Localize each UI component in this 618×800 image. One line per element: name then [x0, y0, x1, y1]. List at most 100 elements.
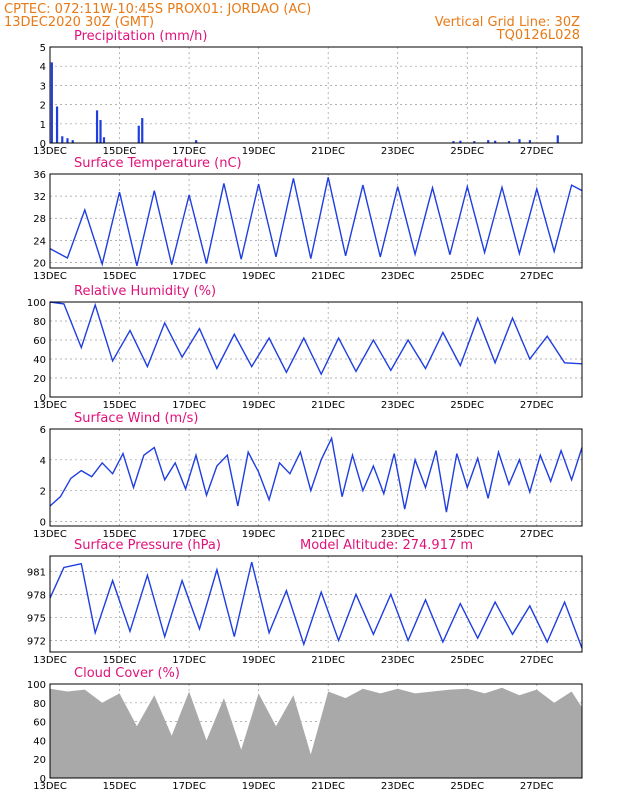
y-tick-label: 5 — [40, 43, 46, 54]
header-model-code: TQ0126L028 — [496, 28, 580, 43]
panel-title: Surface Pressure (hPa) — [74, 538, 221, 553]
panel-4: Surface Wind (m/s) 13DEC 15DEC 17DEC 19DEC 21… — [33, 411, 583, 540]
precip-bar — [452, 141, 455, 143]
y-tick-label: 1 — [40, 120, 46, 131]
x-tick-label: 17DEC — [172, 146, 206, 157]
y-tick-label: 3 — [40, 81, 46, 92]
x-tick-label: 15DEC — [103, 146, 137, 157]
x-tick-label: 17DEC — [172, 529, 206, 540]
x-tick-label: 15DEC — [103, 400, 137, 411]
panel-title: Relative Humidity (%) — [74, 284, 216, 299]
x-tick-label: 23DEC — [381, 146, 415, 157]
header-run-time: 13DEC2020 30Z (GMT) — [4, 15, 154, 30]
x-tick-label: 21DEC — [311, 781, 345, 792]
panel-frame — [49, 173, 583, 269]
y-tick-label: 972 — [27, 636, 46, 647]
x-tick-label: 23DEC — [381, 400, 415, 411]
panel-frame — [49, 555, 583, 653]
y-tick-label: 24 — [33, 236, 46, 247]
cloud-area — [50, 687, 582, 778]
x-tick-label: 23DEC — [381, 655, 415, 666]
x-tick-label: 25DEC — [450, 781, 484, 792]
x-tick-label: 25DEC — [450, 400, 484, 411]
panel-frame — [49, 46, 583, 144]
y-tick-label: 32 — [33, 192, 46, 203]
precip-bar — [50, 62, 53, 143]
x-tick-label: 15DEC — [103, 781, 137, 792]
precip-bar — [55, 106, 59, 143]
precip-bar — [459, 140, 462, 143]
header-location: CPTEC: 072:11W-10:45S PROX01: JORDAO (AC… — [4, 2, 311, 17]
panel-title: Cloud Cover (%) — [74, 666, 180, 681]
x-tick-label: 27DEC — [520, 781, 554, 792]
y-tick-label: 60 — [33, 336, 46, 347]
y-tick-label: 28 — [33, 214, 46, 225]
panel-5: Surface Pressure (hPa) Model Altitude: 27… — [27, 538, 583, 666]
header-grid-note: Vertical Grid Line: 30Z — [435, 15, 580, 30]
series-line — [49, 435, 583, 513]
precip-bar — [71, 140, 74, 143]
x-tick-label: 21DEC — [311, 146, 345, 157]
x-tick-label: 15DEC — [103, 655, 137, 666]
panels: Precipitation (mm/h) 13DEC 15DEC 17DEC 19DEC… — [27, 29, 583, 792]
y-tick-label: 2 — [40, 487, 46, 498]
panel-1: Precipitation (mm/h) 13DEC 15DEC 17DEC 19DEC… — [33, 29, 583, 157]
y-tick-label: 978 — [27, 590, 46, 601]
x-tick-label: 27DEC — [520, 271, 554, 282]
x-tick-label: 23DEC — [381, 781, 415, 792]
y-tick-label: 20 — [33, 755, 46, 766]
x-tick-label: 17DEC — [172, 271, 206, 282]
precip-bar — [556, 135, 559, 143]
x-tick-label: 21DEC — [311, 271, 345, 282]
x-tick-label: 15DEC — [103, 529, 137, 540]
panel-title: Precipitation (mm/h) — [74, 29, 207, 44]
x-tick-label: 27DEC — [520, 400, 554, 411]
precip-bar — [487, 140, 490, 143]
x-tick-label: 15DEC — [103, 271, 137, 282]
y-tick-label: 80 — [33, 317, 46, 328]
x-tick-label: 21DEC — [311, 529, 345, 540]
panel-2: Surface Temperature (nC) 13DEC 15DEC 17DEC 1… — [33, 156, 583, 282]
series-line — [49, 561, 583, 649]
y-tick-label: 0 — [40, 517, 46, 528]
x-tick-label: 23DEC — [381, 529, 415, 540]
x-tick-label: 17DEC — [172, 655, 206, 666]
x-tick-label: 27DEC — [520, 655, 554, 666]
x-tick-label: 17DEC — [172, 781, 206, 792]
precip-bar — [494, 140, 497, 143]
x-tick-label: 25DEC — [450, 529, 484, 540]
y-tick-label: 2 — [40, 101, 46, 112]
precip-bar — [66, 138, 69, 143]
y-tick-label: 981 — [27, 567, 46, 578]
y-tick-label: 4 — [40, 62, 46, 73]
x-tick-label: 21DEC — [311, 400, 345, 411]
panel-title: Surface Temperature (nC) — [74, 156, 242, 171]
panel-3: Relative Humidity (%) 13DEC 15DEC 17DEC 19DE… — [27, 284, 583, 411]
precip-bar — [507, 141, 511, 143]
x-tick-label: 23DEC — [381, 271, 415, 282]
y-tick-label: 100 — [27, 680, 46, 691]
y-tick-label: 4 — [40, 456, 46, 467]
precip-bar — [473, 141, 476, 143]
x-tick-label: 27DEC — [520, 146, 554, 157]
panel-frame — [49, 301, 583, 398]
precip-bar — [141, 118, 144, 143]
x-tick-label: 27DEC — [520, 529, 554, 540]
x-tick-label: 25DEC — [450, 271, 484, 282]
y-tick-label: 80 — [33, 699, 46, 710]
x-tick-label: 19DEC — [242, 781, 276, 792]
precip-bar — [195, 140, 198, 143]
x-tick-label: 13DEC — [33, 400, 67, 411]
panel-6: Cloud Cover (%) 13DEC 15DEC 17DEC 19DEC 21DEC… — [27, 666, 583, 792]
x-tick-label: 25DEC — [450, 655, 484, 666]
y-tick-label: 6 — [40, 425, 46, 436]
panel-frame — [49, 428, 583, 527]
precip-bar — [95, 110, 99, 143]
x-tick-label: 19DEC — [242, 271, 276, 282]
series-line — [49, 177, 583, 267]
panel-subtitle: Model Altitude: 274.917 m — [300, 538, 473, 553]
precip-bar — [61, 136, 64, 143]
precip-bar — [528, 140, 532, 143]
x-tick-label: 19DEC — [242, 400, 276, 411]
x-tick-label: 21DEC — [311, 655, 345, 666]
